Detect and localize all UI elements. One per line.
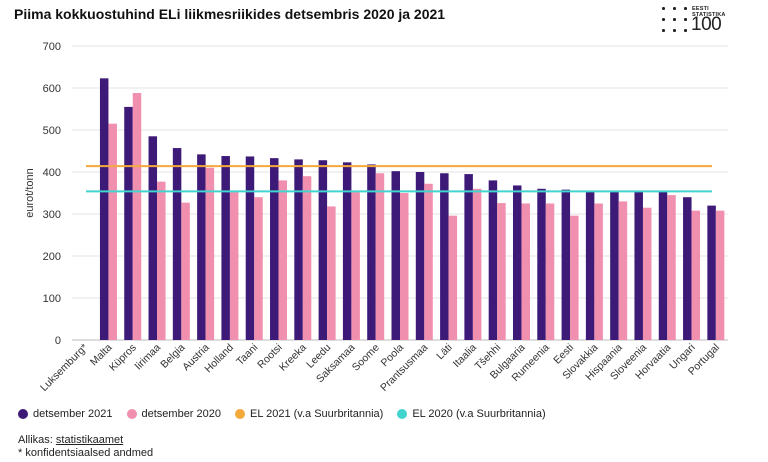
source-link[interactable]: statistikaamet [55, 434, 124, 446]
x-tick-label: Küpros [107, 342, 139, 374]
x-tick-label: Läti [434, 342, 454, 362]
logo-line1: EESTI [692, 6, 709, 12]
bar-2020 [229, 192, 239, 340]
bar-2021 [610, 190, 619, 340]
bar-2021 [342, 162, 352, 340]
bar-2021 [415, 172, 425, 340]
bar-2021 [124, 106, 133, 341]
bar-2021 [561, 189, 571, 340]
bar-2021 [172, 148, 182, 340]
legend-swatch-2020 [126, 409, 137, 419]
legend: detsember 2021 detsember 2020 EL 2021 (v… [18, 408, 546, 420]
bar-2020 [448, 215, 458, 340]
bar-2021 [221, 156, 230, 340]
legend-swatch-2021 [18, 409, 28, 419]
bar-chart: 0 100 200 300 400 500 600 700 eurot/tonn Luksembu… [24, 41, 728, 394]
logo-number: 100 [691, 14, 722, 35]
bar-2021 [148, 136, 158, 340]
legend-item-eu-2021[interactable]: EL 2021 (v.a Suurbritannia) [235, 408, 383, 420]
dots-icon [662, 7, 688, 33]
source-note: Allikas: statistikaamet * konfidentsiaal… [18, 434, 153, 460]
x-tick-label: Kreeka [277, 342, 309, 374]
bar-2020 [642, 207, 652, 340]
bar-2020 [618, 201, 628, 340]
legend-item-eu-2020[interactable]: EL 2020 (v.a Suurbritannia) [397, 408, 546, 420]
bar-2021 [537, 188, 546, 340]
bar-2020 [400, 193, 409, 340]
y-tick-label: 600 [43, 83, 61, 95]
bar-2020 [545, 203, 555, 340]
confidential-note: * konfidentsiaalsed andmed [18, 447, 154, 459]
x-tick-label: Luksemburg* [38, 342, 90, 394]
bar-2020 [181, 202, 190, 340]
legend-swatch-eu-2021 [235, 409, 245, 419]
legend-label-2020: detsember 2020 [141, 408, 222, 420]
bar-2020 [132, 93, 142, 340]
y-tick-label: 700 [43, 41, 61, 53]
bar-2020 [375, 173, 385, 340]
y-axis-label: eurot/tonn [24, 168, 36, 218]
bar-2020 [715, 210, 725, 340]
bar-2020 [667, 195, 676, 340]
x-tick-label: Soome [350, 342, 382, 374]
bar-2021 [440, 173, 449, 340]
bar-2021 [585, 190, 595, 340]
bar-2021 [512, 185, 522, 340]
y-tick-label: 500 [43, 125, 61, 137]
bar-2020 [570, 215, 579, 340]
bar-2021 [391, 171, 400, 340]
bar-2021 [245, 156, 255, 340]
y-tick-label: 300 [43, 209, 61, 221]
bar-2020 [424, 183, 433, 340]
y-tick-label: 400 [43, 167, 61, 179]
bar-2021 [488, 180, 498, 340]
chart-title: Piima kokkuostuhind ELi liikmesriikides … [14, 6, 446, 22]
bar-2020 [278, 180, 288, 340]
bar-2021 [99, 78, 109, 340]
statistics-logo: EESTI STATISTIKA 100 [662, 6, 732, 34]
bar-2021 [683, 197, 692, 340]
bar-2020 [691, 210, 701, 340]
bar-2020 [327, 206, 336, 340]
legend-item-2020[interactable]: detsember 2020 [126, 408, 222, 420]
legend-label-2021: detsember 2021 [33, 408, 113, 420]
bar-2020 [157, 181, 166, 340]
bar-2021 [658, 190, 668, 340]
bar-2020 [108, 123, 117, 340]
bar-2021 [294, 159, 303, 340]
bar-2021 [707, 205, 716, 340]
legend-label-eu-2020: EL 2020 (v.a Suurbritannia) [412, 408, 546, 420]
y-tick-label: 100 [43, 293, 61, 305]
legend-label-eu-2021: EL 2021 (v.a Suurbritannia) [250, 408, 384, 420]
bar-2021 [634, 190, 643, 340]
bar-2021 [318, 160, 328, 340]
bar-2021 [464, 174, 473, 340]
bar-2020 [302, 176, 312, 340]
x-tick-label: Iirimaa [132, 342, 163, 373]
y-tick-label: 0 [55, 335, 61, 347]
bar-2021 [197, 154, 206, 340]
bar-2021 [367, 164, 376, 340]
source-prefix: Allikas: [18, 434, 56, 446]
bar-2021 [270, 158, 279, 340]
bar-2020 [254, 197, 263, 340]
logo-line2: STATISTIKA [692, 12, 726, 18]
bar-2020 [205, 167, 215, 340]
y-tick-label: 200 [43, 251, 61, 263]
legend-swatch-eu-2020 [397, 409, 408, 419]
bar-2020 [521, 203, 530, 340]
bar-2020 [351, 192, 360, 340]
bar-2020 [497, 203, 506, 340]
bar-2020 [594, 203, 603, 340]
bar-2020 [472, 188, 482, 340]
legend-item-2021[interactable]: detsember 2021 [18, 408, 113, 420]
